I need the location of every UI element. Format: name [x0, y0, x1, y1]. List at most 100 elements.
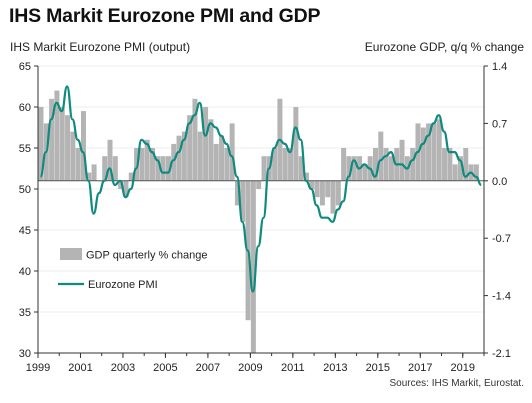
gdp-bar	[420, 127, 426, 181]
gdp-bar	[346, 156, 352, 181]
gdp-bar	[341, 148, 347, 181]
left-axis-title: IHS Markit Eurozone PMI (output)	[10, 40, 191, 54]
gdp-bar	[410, 148, 416, 181]
gdp-bar	[150, 148, 155, 181]
right-tick-label: 0.0	[492, 176, 507, 188]
gdp-bar	[362, 164, 368, 181]
gdp-bar	[203, 107, 209, 181]
gdp-bar	[38, 107, 44, 181]
gdp-bar	[240, 180, 246, 222]
gdp-bar	[181, 131, 187, 181]
gdp-bar	[59, 107, 65, 181]
x-tick-label: 2017	[408, 362, 432, 374]
gdp-bar	[86, 172, 92, 181]
gdp-bar	[118, 180, 124, 189]
gdp-bar	[473, 164, 479, 181]
gdp-bar	[165, 156, 171, 181]
gdp-bar	[436, 119, 442, 181]
gdp-bar	[54, 90, 60, 181]
left-tick-label: 45	[19, 225, 31, 237]
gdp-bar	[293, 107, 299, 181]
legend-gdp-swatch	[60, 248, 82, 260]
gdp-bar	[107, 139, 113, 181]
gdp-bar	[303, 172, 309, 181]
gdp-bar	[187, 115, 193, 181]
gridlines	[38, 65, 484, 354]
gdp-bar	[213, 143, 219, 181]
gdp-bar	[224, 148, 230, 181]
gdp-bar	[75, 148, 81, 181]
gdp-bar	[351, 156, 357, 181]
gdp-bar	[208, 119, 214, 181]
gdp-bar	[144, 139, 150, 181]
gdp-bar	[112, 156, 118, 181]
gdp-bar	[229, 123, 235, 181]
x-tick-label: 2001	[68, 362, 92, 374]
gdp-bar	[139, 148, 145, 181]
gdp-bar	[160, 156, 166, 181]
gdp-bar	[49, 98, 55, 181]
gdp-bar	[192, 98, 198, 181]
gdp-bar	[155, 156, 161, 181]
legend-gdp-label: GDP quarterly % change	[86, 250, 207, 262]
gdp-bar	[388, 156, 394, 181]
right-tick-label: 0.7	[492, 118, 507, 130]
legend-pmi-label: Eurozone PMI	[88, 279, 158, 291]
right-tick-label: -1.4	[492, 291, 511, 303]
left-tick-label: 40	[19, 266, 31, 278]
gdp-bar	[431, 123, 437, 181]
right-tick-label: -0.7	[492, 233, 511, 245]
x-tick-label: 2011	[281, 362, 305, 374]
gdp-bar	[447, 148, 453, 181]
left-tick-label: 30	[19, 348, 31, 360]
x-tick-label: 2003	[111, 362, 135, 374]
left-tick-label: 35	[19, 307, 31, 319]
gdp-bar	[298, 156, 304, 181]
gdp-bar	[314, 180, 320, 198]
gdp-bar	[219, 135, 225, 181]
gdp-bar	[399, 139, 405, 181]
gdp-bar	[378, 131, 384, 181]
chart-title: IHS Markit Eurozone PMI and GDP	[9, 5, 321, 27]
gdp-bar	[197, 131, 203, 181]
right-tick-label: 1.4	[492, 61, 507, 73]
gdp-bar	[282, 148, 288, 181]
gdp-bar	[134, 148, 140, 181]
gdp-bar	[171, 143, 177, 181]
gdp-bar	[383, 148, 389, 181]
x-tick-label: 2013	[323, 362, 347, 374]
gdp-bar	[335, 180, 341, 206]
pmi-line-layer	[39, 85, 482, 293]
x-tick-label: 2005	[153, 362, 177, 374]
left-tick-label: 60	[19, 102, 31, 114]
gdp-bar	[70, 131, 76, 181]
right-tick-label: -2.1	[492, 348, 511, 360]
gdp-bar	[234, 180, 240, 206]
pmi-line	[39, 85, 482, 293]
gdp-bar	[325, 180, 331, 198]
x-tick-label: 2007	[196, 362, 220, 374]
gdp-bar	[176, 135, 182, 181]
gdp-bar	[261, 156, 267, 181]
right-axis-title: Eurozone GDP, q/q % change	[364, 40, 524, 54]
gdp-bar	[463, 148, 469, 181]
left-tick-label: 65	[19, 61, 31, 73]
gdp-bar	[91, 164, 97, 181]
gdp-bar	[426, 123, 432, 181]
source-note: Sources: IHS Markit, Eurostat.	[389, 378, 525, 389]
gdp-bar	[250, 180, 256, 353]
gdp-bar	[128, 172, 134, 181]
x-tick-label: 1999	[26, 362, 50, 374]
gdp-bar	[330, 180, 336, 214]
gdp-bar	[319, 180, 325, 206]
gdp-bar	[442, 148, 448, 181]
left-tick-label: 50	[19, 184, 31, 196]
x-tick-label: 2015	[366, 362, 390, 374]
gdp-bar	[457, 156, 463, 181]
gdp-bar	[288, 148, 294, 181]
gdp-bar	[272, 148, 278, 181]
gdp-bar	[102, 156, 108, 181]
gdp-bar	[373, 148, 378, 181]
left-tick-label: 55	[19, 143, 31, 155]
